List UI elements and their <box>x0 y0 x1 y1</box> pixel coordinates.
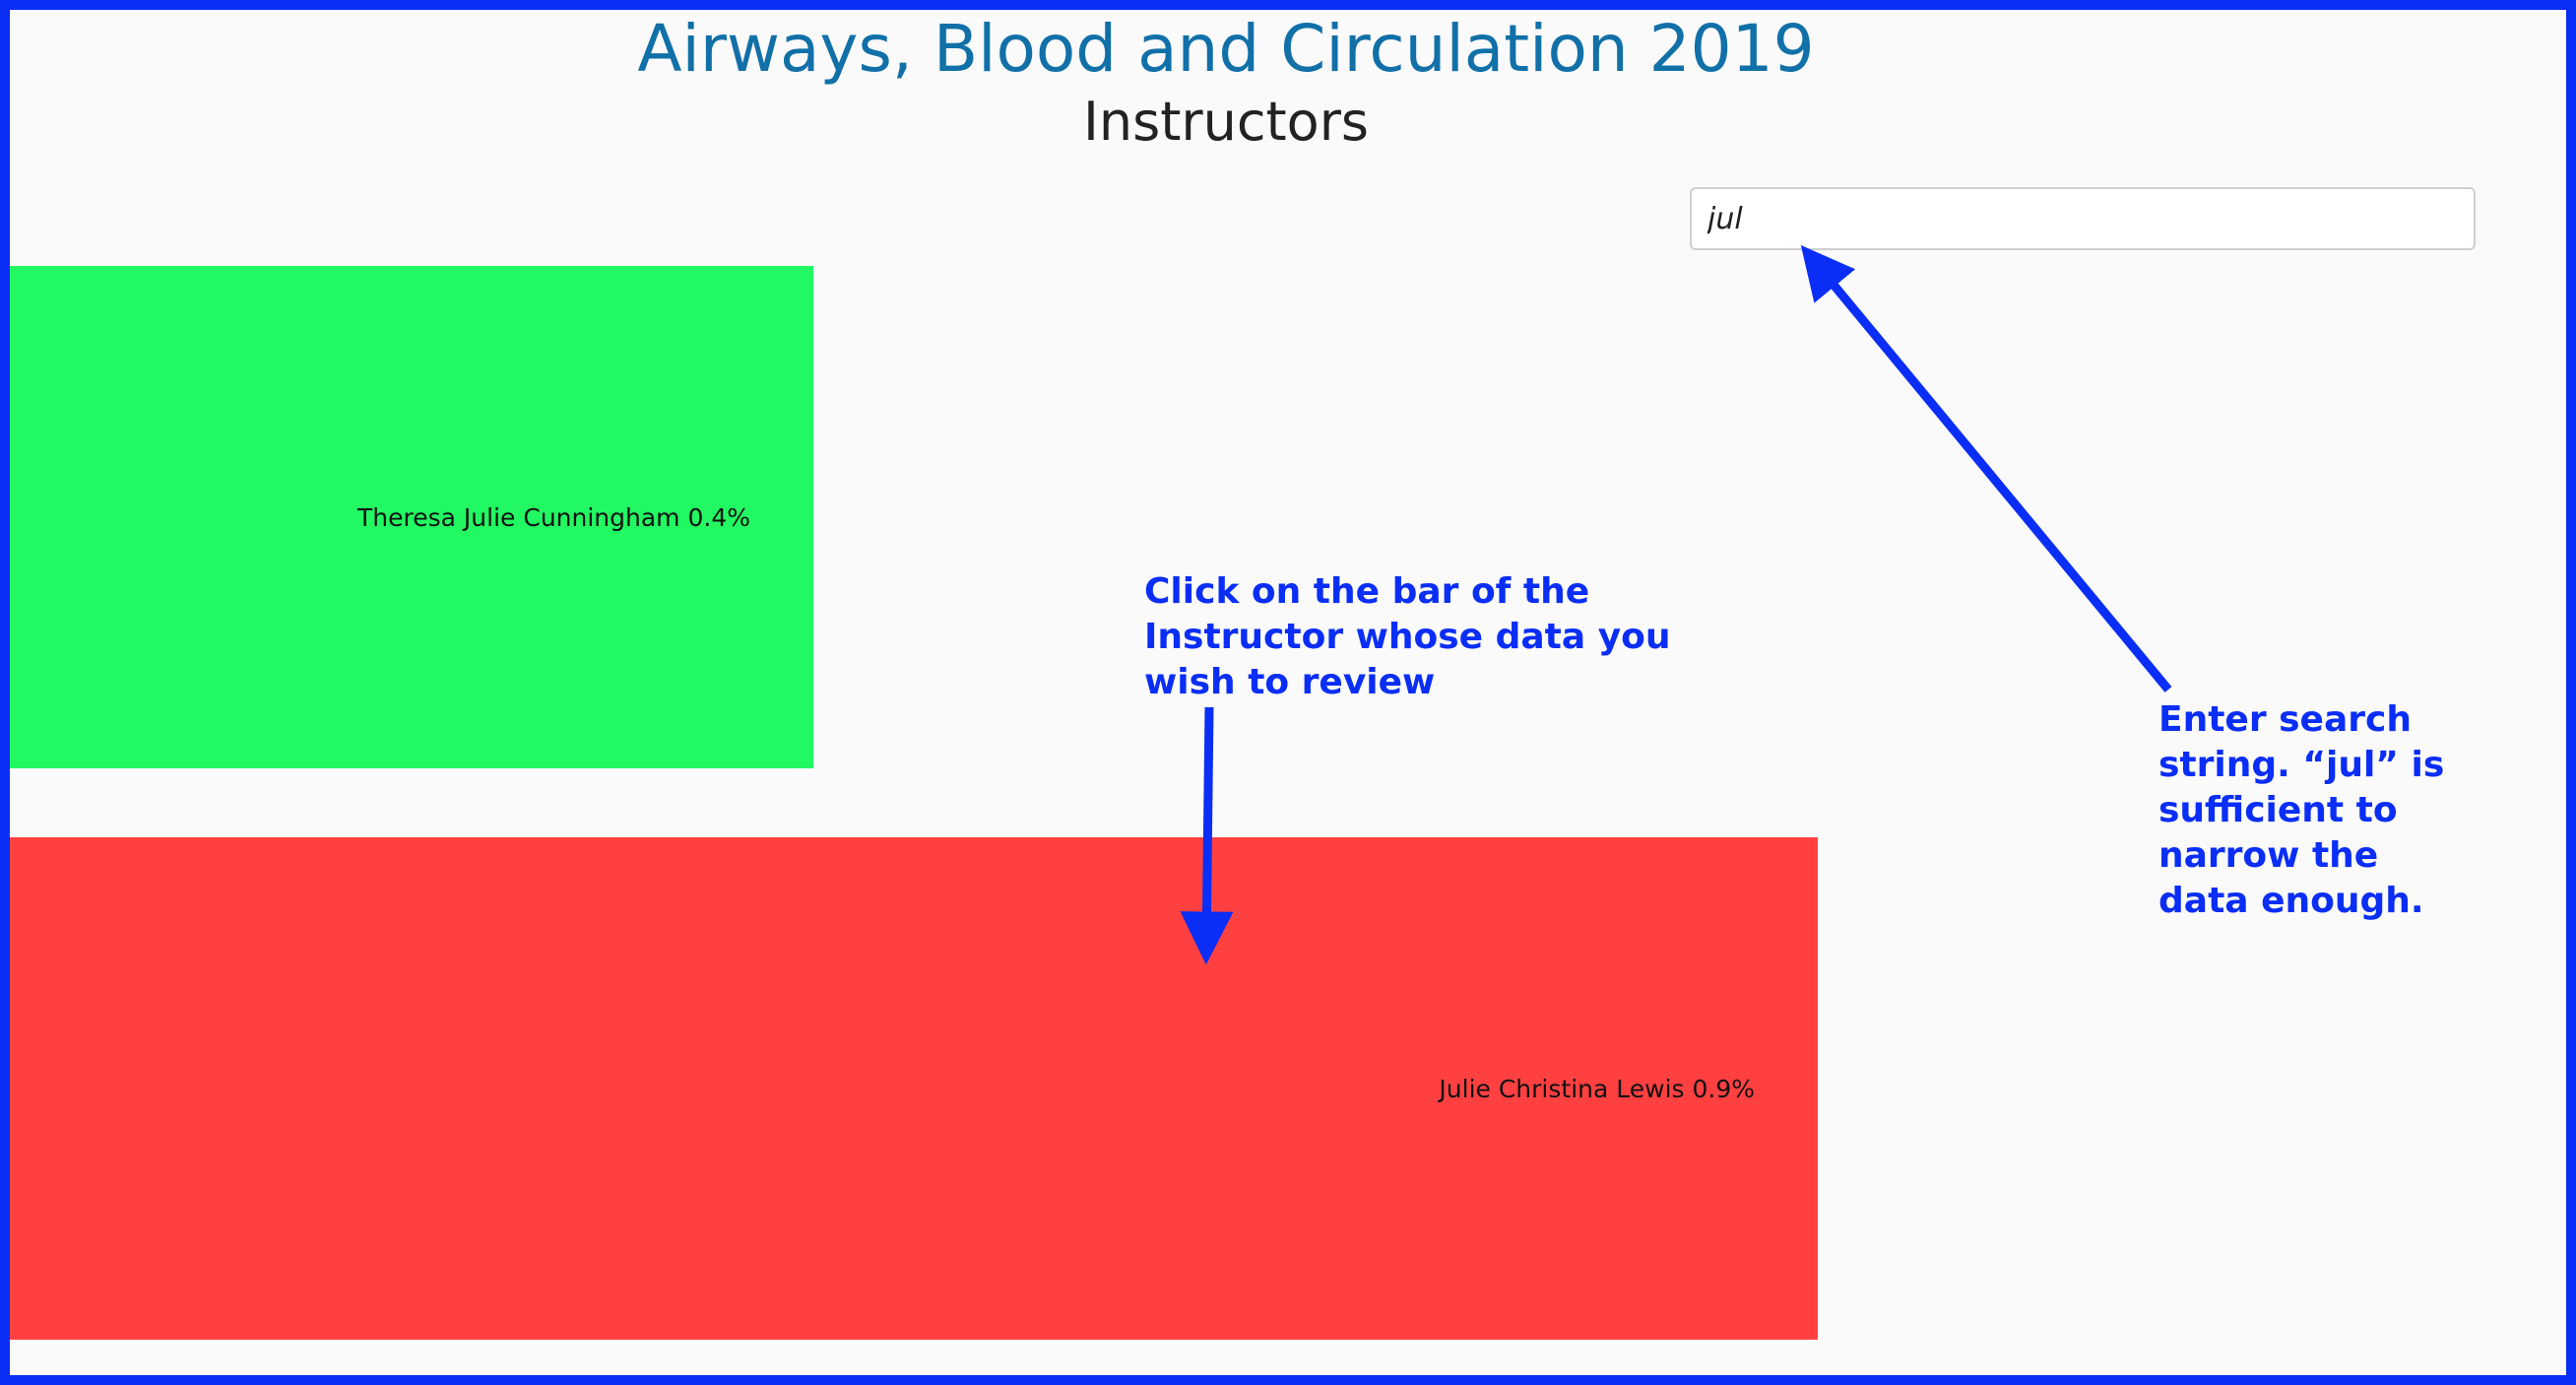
search-hint-annotation: Enter search string. “jul” is sufficient… <box>2158 697 2444 924</box>
bar-theresa-julie-cunningham[interactable] <box>10 266 813 768</box>
annotation-line: Enter search <box>2158 699 2412 740</box>
page-title: Airways, Blood and Circulation 2019 <box>637 11 1815 87</box>
annotation-line: data enough. <box>2158 881 2424 921</box>
bar-julie-christina-lewis[interactable] <box>10 837 1818 1340</box>
annotation-line: narrow the <box>2158 835 2379 876</box>
bar-label: Julie Christina Lewis 0.9% <box>1437 1075 1755 1103</box>
annotation-line: wish to review <box>1144 662 1436 702</box>
annotation-line: sufficient to <box>2158 790 2398 830</box>
bar-label: Theresa Julie Cunningham 0.4% <box>356 503 750 532</box>
page-subtitle: Instructors <box>1082 91 1370 153</box>
click-bar-annotation: Click on the bar of the Instructor whose… <box>1144 569 1671 705</box>
annotation-line: Instructor whose data you <box>1144 617 1671 657</box>
annotation-line: string. “jul” is <box>2158 745 2445 785</box>
annotation-line: Click on the bar of the <box>1144 571 1590 612</box>
search-input[interactable] <box>1690 187 2476 250</box>
